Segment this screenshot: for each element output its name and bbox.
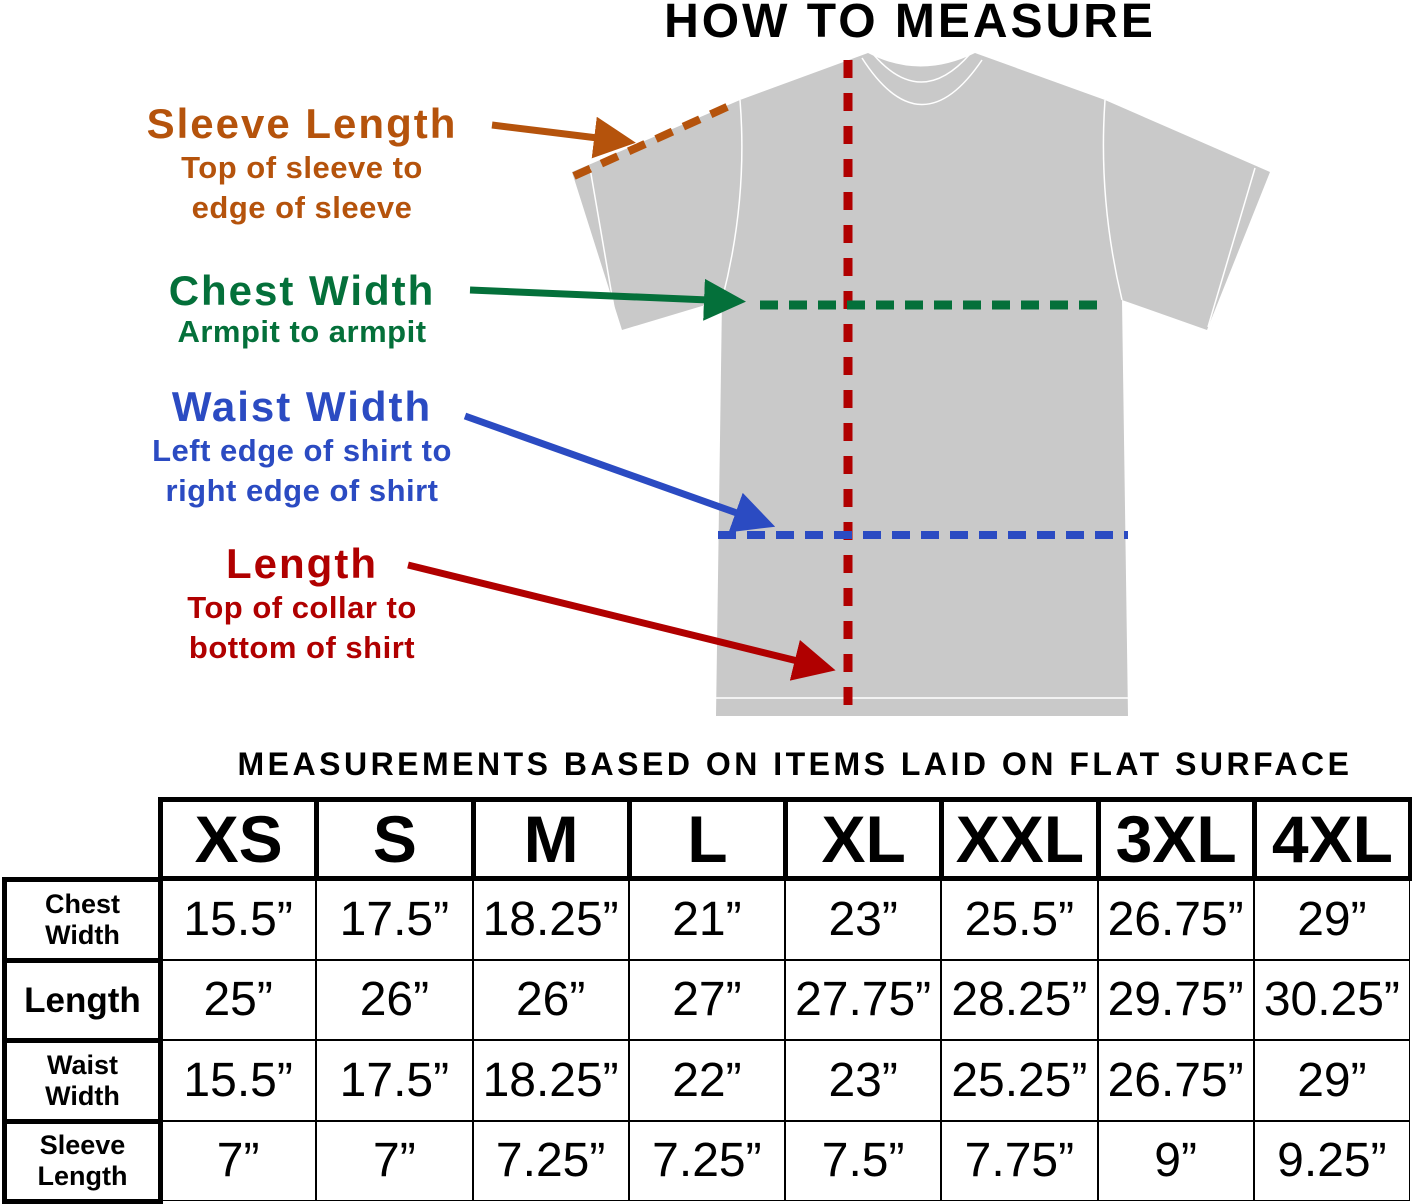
size-header-s: S [314,797,476,881]
table-cell: 17.5” [316,879,473,960]
table-cell: 27.75” [785,959,942,1040]
sleeve-length-label: Sleeve Length Top of sleeve to edge of s… [92,100,512,228]
table-cell: 29” [1253,879,1410,960]
sleeve-length-desc: edge of sleeve [191,190,413,225]
table-cell: 7.25” [472,1120,629,1201]
length-desc: Top of collar to [187,590,417,625]
row-label-line: Waist [46,1049,118,1080]
table-subtitle: MEASUREMENTS BASED ON ITEMS LAID ON FLAT… [237,746,1353,782]
chest-width-desc: Armpit to armpit [177,314,427,349]
sleeve-length-heading: Sleeve Length [146,100,458,147]
table-cell: 15.5” [160,1040,317,1121]
length-arrow [407,561,836,681]
size-header-4xl: 4XL [1251,797,1412,881]
size-header-xxl: XXL [939,797,1101,881]
size-header-3xl: 3XL [1095,797,1257,881]
table-cell: 22” [628,1040,785,1121]
waist-width-desc: right edge of shirt [165,473,439,508]
table-cell: 25.5” [941,879,1098,960]
table-cell: 17.5” [316,1040,473,1121]
size-header-m: M [470,797,632,881]
table-cell: 18.25” [472,1040,629,1121]
page-title: HOW TO MEASURE [664,0,1156,48]
row-label-line: Width [45,919,120,950]
table-cell: 26.75” [1097,879,1254,960]
row-label-line: Length [24,980,141,1020]
shirt-seams [589,53,1256,699]
row-label: Length [2,957,163,1043]
chest-width-label: Chest Width Armpit to armpit [92,267,512,349]
waist-width-desc: Left edge of shirt to [152,433,452,468]
table-cell: 18.25” [472,879,629,960]
table-cell: 7.5” [785,1120,942,1201]
size-header-xl: XL [783,797,945,881]
shirt-diagram [407,53,1270,716]
table-cell: 29.75” [1097,959,1254,1040]
table-cell: 7.75” [941,1120,1098,1201]
row-label-line: Sleeve [39,1130,126,1161]
table-cell: 23” [785,1040,942,1121]
table-cell: 7” [316,1120,473,1201]
t-shirt-shape [572,53,1270,716]
table-cell: 21” [628,879,785,960]
table-cell: 27” [628,959,785,1040]
table-cell: 26.75” [1097,1040,1254,1121]
table-cell: 25.25” [941,1040,1098,1121]
chest-arrow [469,278,746,321]
size-header-xs: XS [158,797,320,881]
table-cell: 23” [785,879,942,960]
table-cell: 7.25” [628,1120,785,1201]
waist-width-label: Waist Width Left edge of shirt to right … [92,383,512,511]
table-cell: 9” [1097,1120,1254,1201]
table-cell: 28.25” [941,959,1098,1040]
row-label-line: Chest [44,888,120,919]
table-cell: 26” [316,959,473,1040]
row-label: Chest Width [2,877,163,963]
table-cell: 26” [472,959,629,1040]
waist-width-heading: Waist Width [171,383,433,430]
row-label: Waist Width [2,1038,163,1124]
table-cell: 15.5” [160,879,317,960]
length-heading: Length [226,540,378,587]
sleeve-arrow [491,116,636,159]
waist-arrow [463,412,776,533]
table-cell: 30.25” [1253,959,1410,1040]
table-cell: 25” [160,959,317,1040]
table-cell: 9.25” [1253,1120,1410,1201]
sleeve-length-desc: Top of sleeve to [181,150,423,185]
row-label: Sleeve Length [2,1118,163,1204]
table-cell: 7” [160,1120,317,1201]
size-header-l: L [626,797,788,881]
chest-width-heading: Chest Width [168,267,436,314]
row-label-line: Length [37,1161,128,1192]
table-cell: 29” [1253,1040,1410,1121]
length-label: Length Top of collar to bottom of shirt [92,540,512,668]
length-desc: bottom of shirt [188,630,416,665]
row-label-line: Width [45,1080,120,1111]
